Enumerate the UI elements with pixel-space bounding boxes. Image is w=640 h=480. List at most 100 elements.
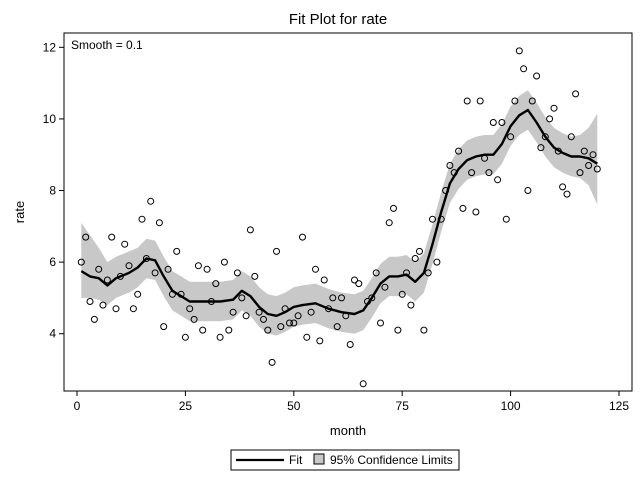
x-axis: 0 25 50 75 100 125 [74,391,629,413]
data-point [242,312,250,320]
data-point [212,280,220,288]
data-point [359,380,367,388]
data-point [585,162,593,169]
data-point [129,305,137,313]
y-tick-label: 10 [43,112,57,126]
data-point [246,226,254,234]
data-point [103,276,111,284]
legend-box [230,449,460,471]
scatter-points-layer [77,47,601,388]
data-point [515,47,523,55]
legend-band-swatch [313,453,325,465]
data-point [116,272,124,280]
data-point [364,298,371,305]
data-point [429,215,436,223]
data-point [147,197,155,205]
data-point [255,308,263,316]
data-point [446,162,454,169]
data-point [307,308,315,316]
data-point [476,97,484,105]
data-point [342,312,350,320]
data-point [416,247,423,255]
data-point [220,258,228,266]
x-tick-label: 125 [609,399,629,413]
data-point [346,341,354,348]
data-point [190,315,198,323]
x-axis-label: month [330,423,366,438]
data-point [142,255,150,262]
data-point [580,147,588,155]
y-axis: 4 6 8 10 12 [43,40,64,341]
data-point [173,247,181,255]
data-point [82,233,90,241]
data-point [333,323,341,331]
data-point [351,276,358,284]
data-point [372,269,380,277]
data-point [194,262,202,270]
data-point [554,147,562,155]
data-point [559,183,567,191]
data-point [164,265,172,273]
data-point [593,165,601,173]
data-point [303,333,311,341]
data-point [550,104,558,112]
data-point [199,326,207,334]
data-point [108,233,116,241]
data-point [355,280,363,288]
data-point [277,323,285,331]
x-tick-label: 0 [74,399,81,413]
data-point [273,247,280,255]
confidence-band-layer [81,90,598,336]
data-point [511,97,519,105]
data-point [468,169,476,177]
data-point [77,258,85,266]
data-point [203,265,211,273]
data-point [338,294,345,302]
legend-band-label: 95% Confidence Limits [330,453,453,467]
confidence-band [81,90,598,336]
data-point [251,272,259,280]
x-tick-label: 100 [501,399,521,413]
data-point [229,308,237,316]
data-point [264,326,272,334]
plot-area-frame [63,32,633,392]
data-point [546,115,554,123]
data-point [312,265,319,273]
data-point [398,290,406,298]
data-point [424,269,432,277]
data-point [86,298,94,305]
data-point [325,305,332,313]
y-tick-label: 12 [43,40,57,54]
data-point [286,319,293,327]
data-point [377,319,384,327]
data-point [155,219,163,227]
y-tick-label: 4 [49,327,56,341]
y-axis-label: rate [12,201,27,223]
data-point [455,147,463,155]
data-point [498,119,506,126]
fit-line [80,108,598,317]
data-point [160,323,168,331]
data-point [494,176,502,184]
data-point [125,262,133,270]
data-point [576,169,584,177]
data-point [485,169,493,177]
data-point [433,258,441,266]
data-point [507,133,515,141]
data-point [489,119,497,126]
data-point [567,133,575,141]
data-point [112,305,120,313]
data-point [390,204,397,212]
data-point [450,169,458,177]
data-point [533,72,541,80]
data-point [151,269,159,277]
data-point [459,204,467,212]
data-point [138,215,146,223]
data-point [268,358,276,366]
data-point [528,97,536,105]
data-point [134,290,142,298]
data-point [537,144,545,152]
y-tick-label: 6 [49,255,56,269]
